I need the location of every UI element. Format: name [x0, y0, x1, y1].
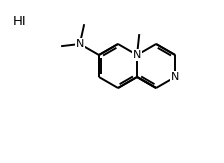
Text: N: N — [76, 39, 84, 49]
Text: HI: HI — [13, 15, 27, 28]
Text: N: N — [171, 72, 179, 82]
Text: N: N — [133, 50, 141, 60]
